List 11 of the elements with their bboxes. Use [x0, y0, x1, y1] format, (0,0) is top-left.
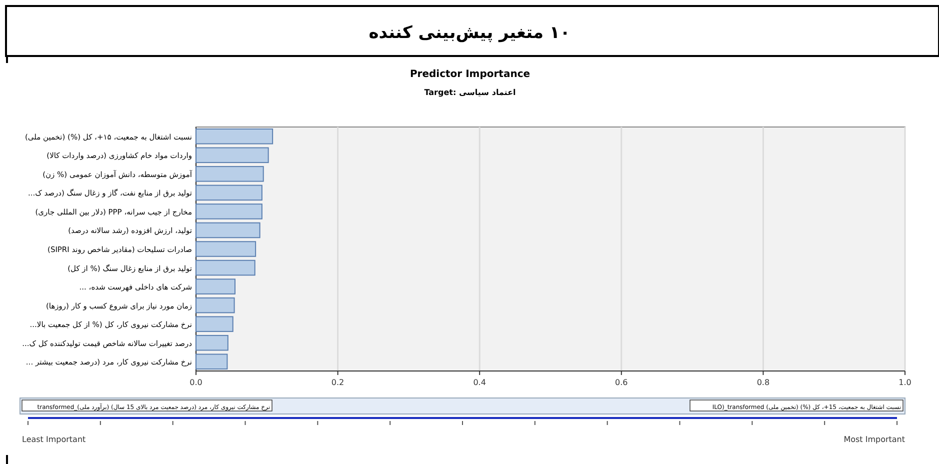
text: Most Important [844, 435, 905, 444]
x-tick-label: 0.2 [331, 378, 344, 387]
text: Target: اعتماد سیاسی [424, 88, 516, 97]
x-tick-label: 0.6 [615, 378, 628, 387]
x-tick-label: 0.0 [190, 378, 202, 387]
x-tick-label: 0.4 [473, 378, 486, 387]
x-tick-label: 0.8 [756, 378, 770, 387]
chart-subtitle: Predictor Importance [410, 69, 530, 80]
x-tick-label: 1.0 [898, 378, 912, 387]
chart-title: ۱۰ متغیر پیش‌بینی کننده [368, 23, 570, 43]
text: Least Important [22, 435, 86, 444]
